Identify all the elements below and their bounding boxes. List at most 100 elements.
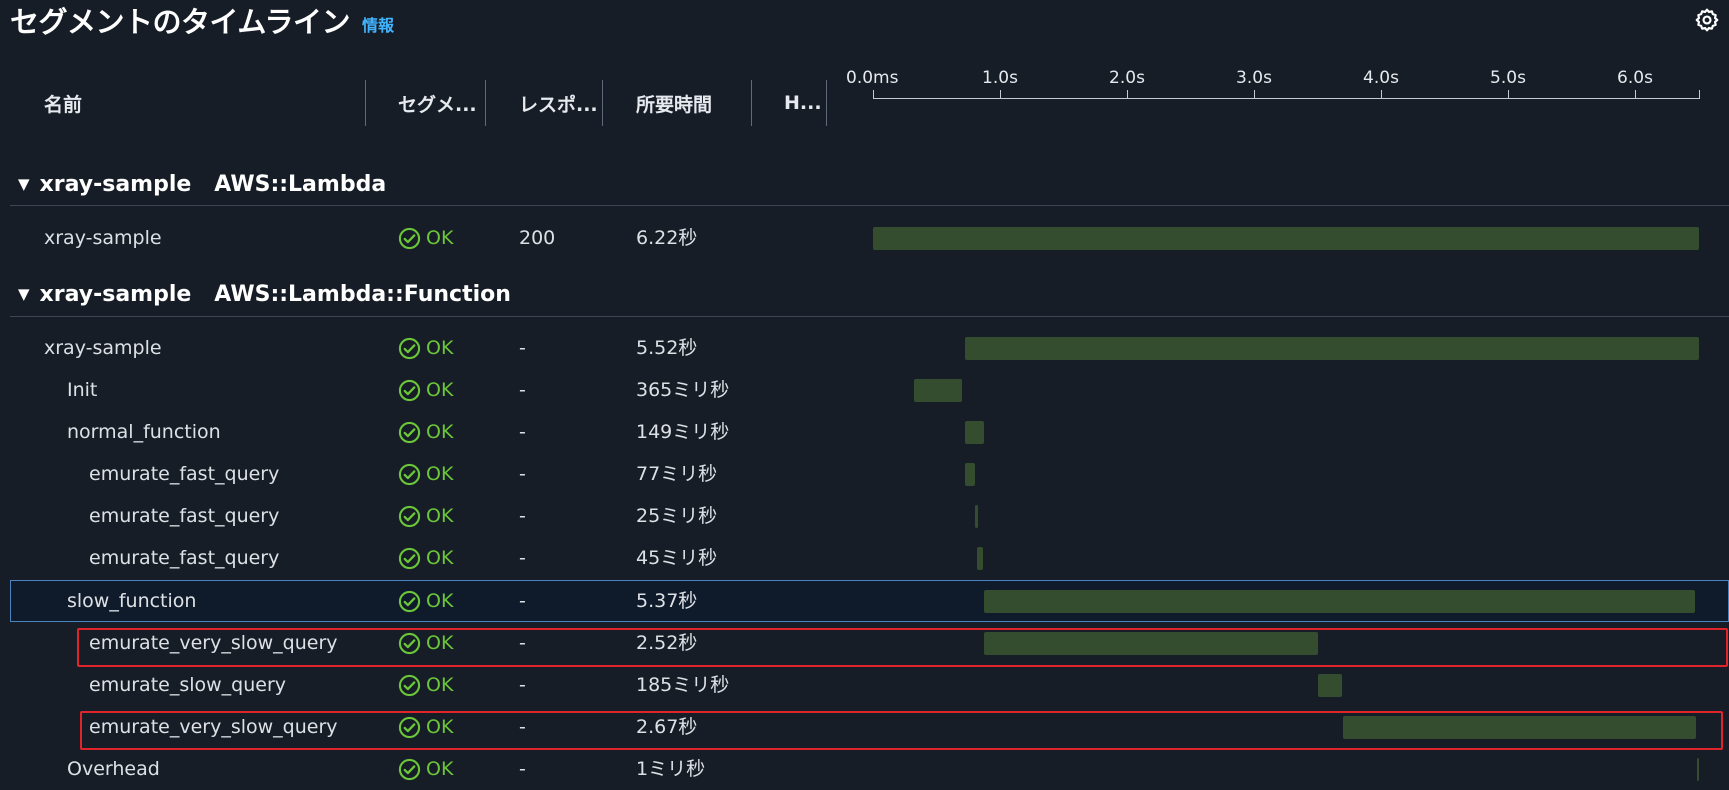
- segment-row[interactable]: normal_function OK - 149ミリ秒: [0, 411, 1729, 453]
- column-divider[interactable]: [485, 80, 486, 126]
- tick-label: 0.0ms: [846, 68, 899, 88]
- segment-row[interactable]: Init OK - 365ミリ秒: [0, 369, 1729, 411]
- title-bar: セグメントのタイムライン 情報: [10, 0, 394, 40]
- segment-row[interactable]: xray-sample OK 200 6.22秒: [0, 217, 1729, 259]
- tick-mark: [1508, 90, 1509, 99]
- page-title: セグメントのタイムライン: [10, 5, 350, 39]
- segment-response: 200: [519, 227, 556, 249]
- tick-mark: [1254, 90, 1255, 99]
- timeline-bar: [913, 379, 962, 402]
- column-header-http[interactable]: H...: [784, 92, 822, 114]
- divider: [10, 205, 1729, 206]
- segment-row[interactable]: emurate_slow_query OK - 185ミリ秒: [0, 664, 1729, 706]
- divider: [10, 316, 1729, 317]
- segment-duration: 5.37秒: [636, 590, 698, 612]
- segment-duration: 1ミリ秒: [636, 758, 706, 780]
- segment-row[interactable]: xray-sample OK - 5.52秒: [0, 327, 1729, 369]
- segment-row[interactable]: emurate_fast_query OK - 25ミリ秒: [0, 495, 1729, 537]
- segment-row[interactable]: Overhead OK - 1ミリ秒: [0, 748, 1729, 790]
- segment-response: -: [519, 505, 526, 527]
- group-name: xray-sample: [39, 281, 192, 307]
- check-circle-icon: [398, 421, 421, 443]
- check-circle-icon: [398, 463, 421, 485]
- tick-label: 6.0s: [1617, 68, 1653, 88]
- timeline-bar: [1317, 674, 1342, 697]
- gear-icon[interactable]: [1694, 7, 1720, 33]
- tick-label: 2.0s: [1109, 68, 1145, 88]
- timeline-bar: [977, 547, 983, 570]
- check-circle-icon: [398, 337, 421, 359]
- timeline-bar: [983, 590, 1696, 613]
- segment-row[interactable]: emurate_fast_query OK - 77ミリ秒: [0, 453, 1729, 495]
- annotation-highlight-box: [80, 711, 1723, 750]
- segment-row[interactable]: emurate_very_slow_query OK - 2.52秒: [0, 622, 1729, 664]
- group-header[interactable]: ▼ xray-sample AWS::Lambda: [18, 166, 386, 202]
- segment-duration: 2.52秒: [636, 632, 698, 654]
- column-header-response[interactable]: レスポ...: [519, 93, 598, 116]
- timeline-bar: [1343, 716, 1697, 739]
- segment-duration: 77ミリ秒: [636, 463, 718, 485]
- segment-status: OK: [398, 327, 453, 369]
- check-circle-icon: [398, 716, 421, 738]
- group-type: AWS::Lambda::Function: [214, 281, 511, 307]
- segment-duration: 185ミリ秒: [636, 674, 730, 696]
- caret-down-icon[interactable]: ▼: [18, 285, 30, 303]
- check-circle-icon: [398, 547, 421, 569]
- segment-name: xray-sample: [44, 227, 162, 249]
- segment-duration: 149ミリ秒: [636, 421, 730, 443]
- timeline-axis-line: [873, 98, 1700, 99]
- segment-duration: 5.52秒: [636, 337, 698, 359]
- segment-response: -: [519, 337, 526, 359]
- column-divider[interactable]: [751, 80, 752, 126]
- segment-response: -: [519, 758, 526, 780]
- group-type: AWS::Lambda: [214, 171, 387, 197]
- segment-name: Init: [67, 379, 98, 401]
- timeline-bar: [964, 421, 984, 444]
- segment-response: -: [519, 547, 526, 569]
- tick-mark: [1381, 90, 1382, 99]
- column-header-segment[interactable]: セグメ...: [398, 93, 477, 116]
- segment-name: slow_function: [67, 590, 197, 612]
- tick-label: 5.0s: [1490, 68, 1526, 88]
- check-circle-icon: [398, 590, 421, 612]
- segment-duration: 2.67秒: [636, 716, 698, 738]
- info-link[interactable]: 情報: [361, 16, 394, 35]
- caret-down-icon[interactable]: ▼: [18, 175, 30, 193]
- tick-label: 4.0s: [1363, 68, 1399, 88]
- column-divider[interactable]: [602, 80, 603, 126]
- segment-name: normal_function: [67, 421, 221, 443]
- check-circle-icon: [398, 758, 421, 780]
- segment-duration: 6.22秒: [636, 227, 698, 249]
- segment-response: -: [519, 716, 526, 738]
- segment-duration: 365ミリ秒: [636, 379, 730, 401]
- check-circle-icon: [398, 674, 421, 696]
- segment-name: emurate_slow_query: [89, 674, 287, 696]
- segment-response: -: [519, 674, 526, 696]
- segment-status: OK: [398, 453, 453, 495]
- timeline-bar: [964, 463, 975, 486]
- tick-label: 3.0s: [1236, 68, 1272, 88]
- segment-name: xray-sample: [44, 337, 162, 359]
- column-divider[interactable]: [826, 80, 827, 126]
- segment-name: emurate_very_slow_query: [89, 716, 338, 738]
- column-header-name[interactable]: 名前: [44, 93, 83, 116]
- segment-status: OK: [398, 580, 453, 622]
- timeline-bar: [983, 632, 1318, 655]
- segment-name: Overhead: [67, 758, 160, 780]
- segment-name: emurate_fast_query: [89, 505, 280, 527]
- segment-response: -: [519, 421, 526, 443]
- segment-response: -: [519, 379, 526, 401]
- segment-row[interactable]: emurate_fast_query OK - 45ミリ秒: [0, 537, 1729, 579]
- segment-status: OK: [398, 369, 453, 411]
- column-header-duration[interactable]: 所要時間: [636, 93, 713, 116]
- segment-duration: 45ミリ秒: [636, 547, 718, 569]
- tick-mark: [873, 90, 874, 99]
- column-divider[interactable]: [365, 80, 366, 126]
- segment-response: -: [519, 463, 526, 485]
- group-header[interactable]: ▼ xray-sample AWS::Lambda::Function: [18, 276, 511, 312]
- segment-row[interactable]: emurate_very_slow_query OK - 2.67秒: [0, 706, 1729, 748]
- segment-row-selected[interactable]: slow_function OK - 5.37秒: [0, 580, 1729, 622]
- segment-status: OK: [398, 664, 453, 706]
- tick-mark: [1127, 90, 1128, 99]
- timeline-axis: 0.0ms 1.0s 2.0s 3.0s 4.0s 5.0s 6.0s: [0, 64, 1729, 104]
